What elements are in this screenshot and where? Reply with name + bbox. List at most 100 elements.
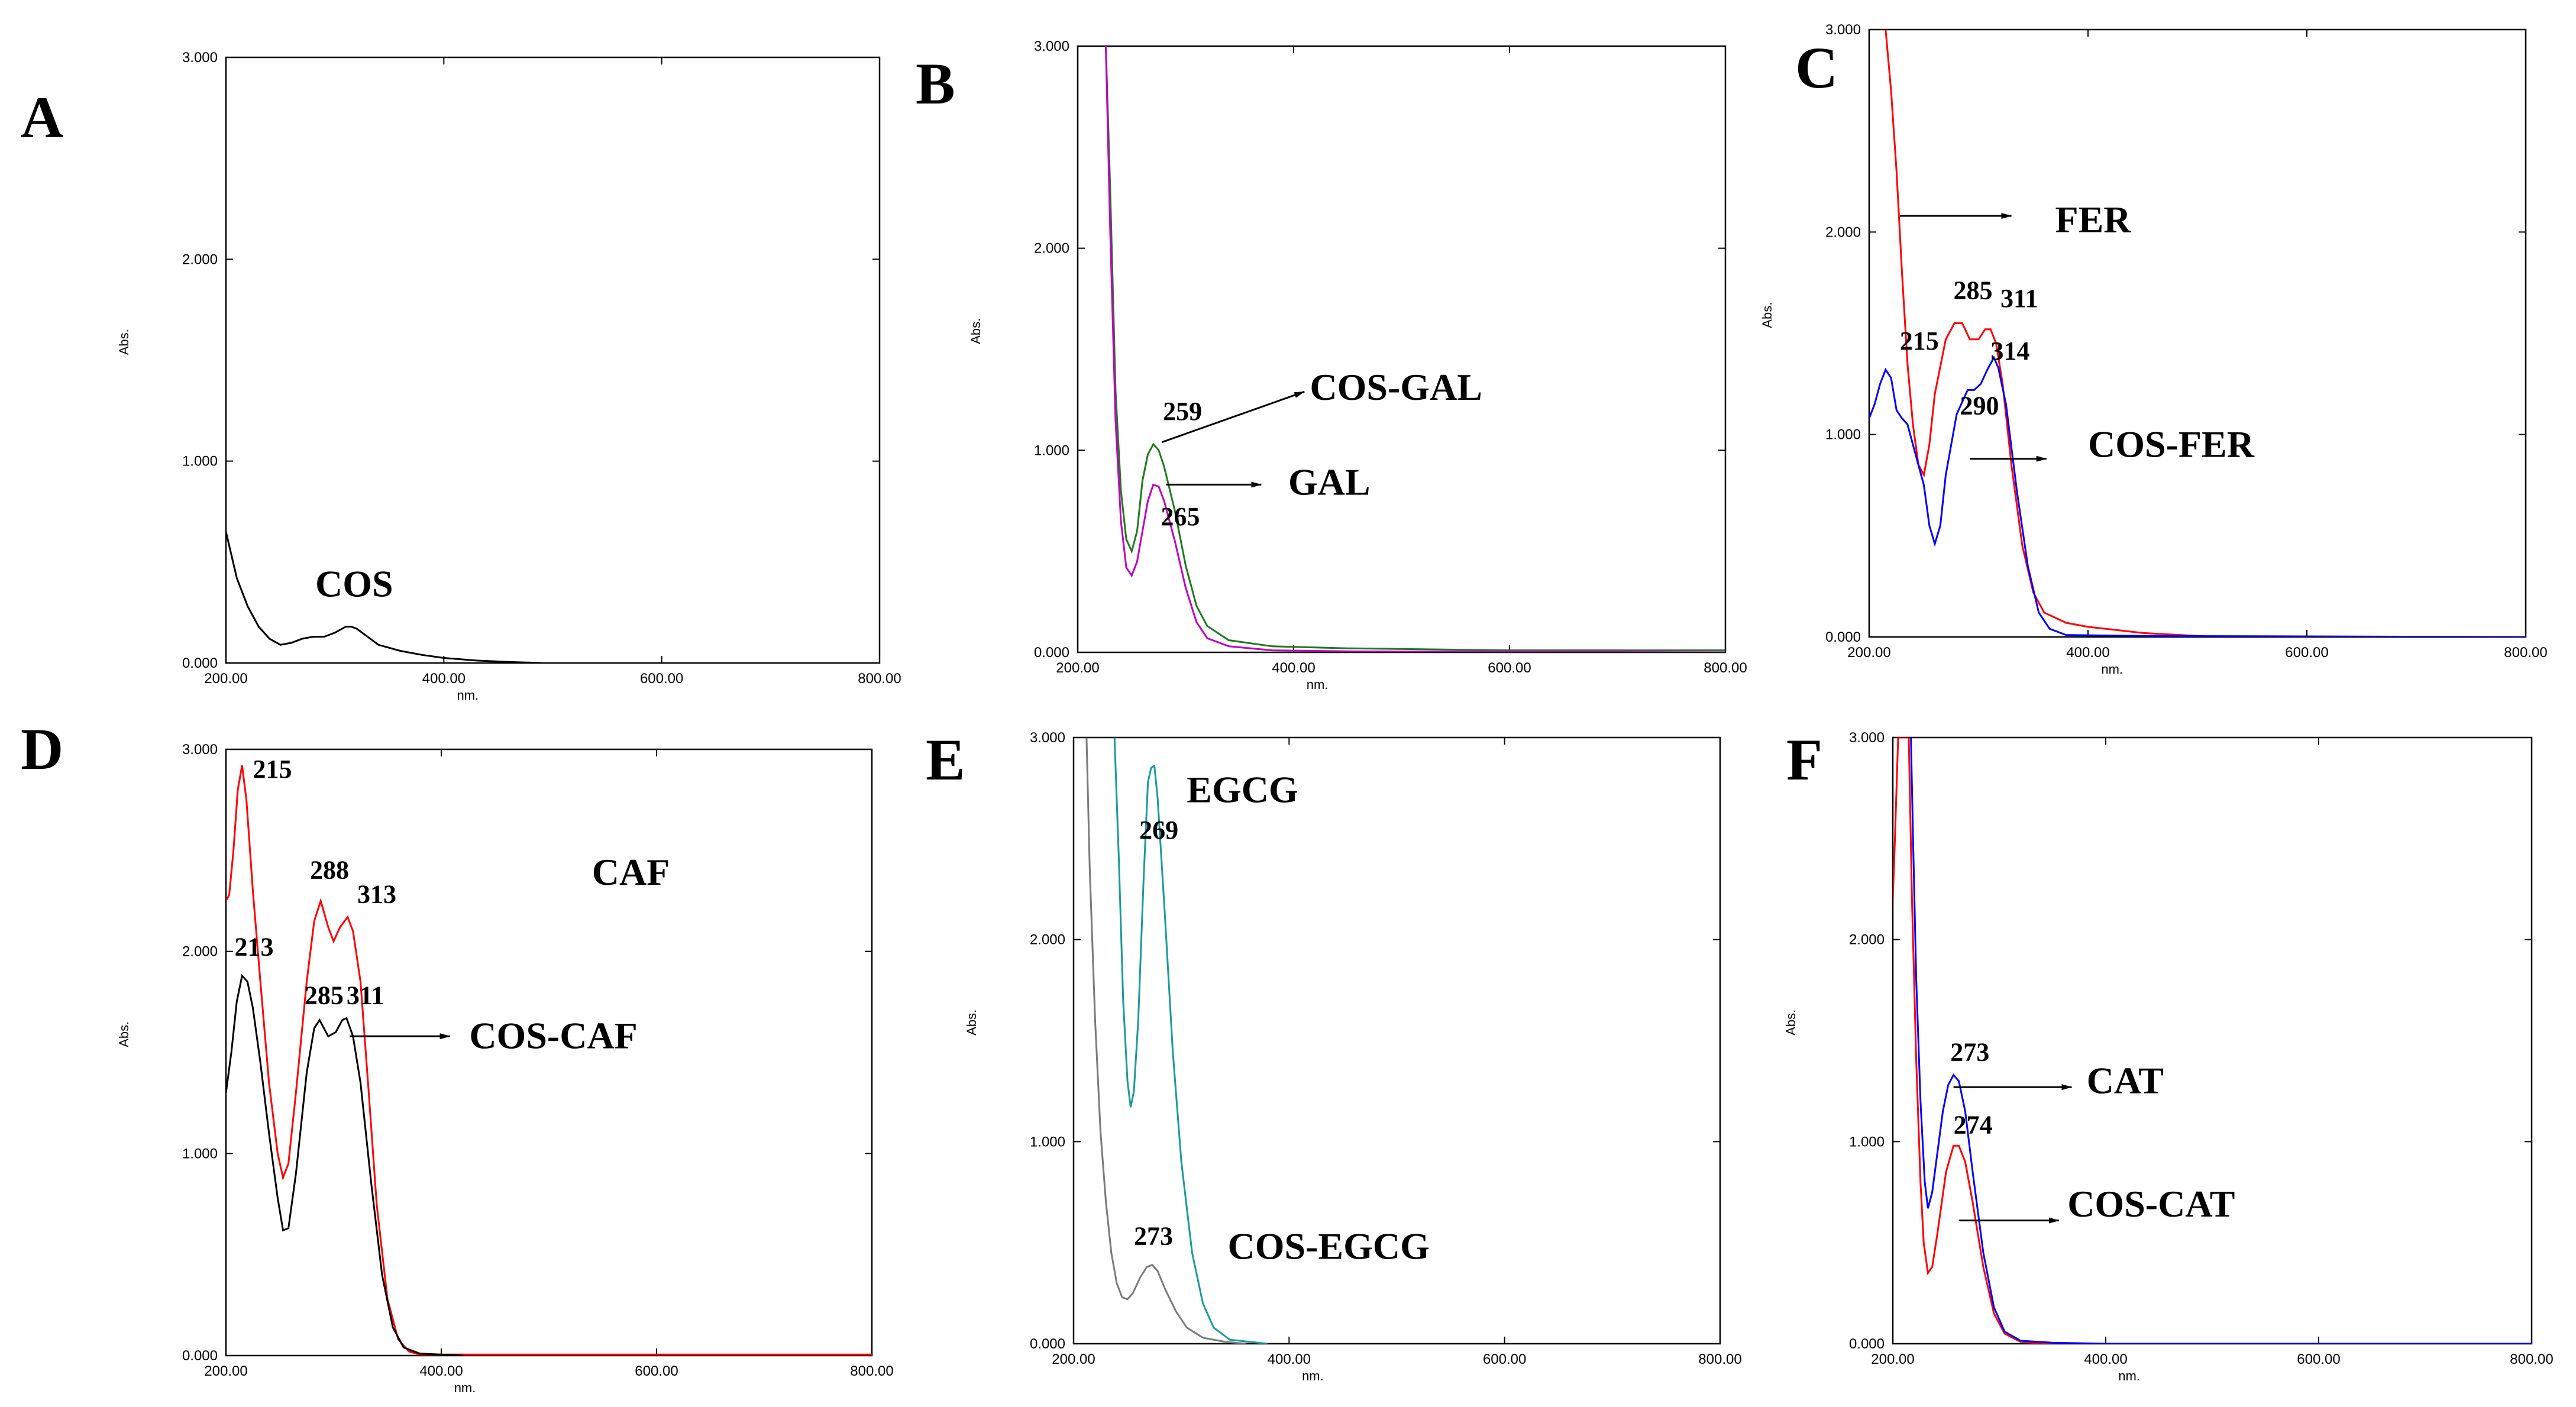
series-line-cos-caf	[226, 973, 463, 1356]
x-tick-label: 800.00	[2504, 645, 2547, 661]
annotation-label: 285	[1953, 276, 1992, 305]
annotation-label: 273	[1134, 1222, 1173, 1251]
panel-b-plot-frame	[1077, 45, 1727, 654]
annotation-label: COS-FER	[2088, 423, 2255, 465]
y-tick-label: 0.000	[1030, 1336, 1065, 1352]
y-tick-label: 2.000	[1825, 224, 1861, 240]
y-tick-label: 1.000	[1030, 1134, 1065, 1150]
annotation-label: 265	[1161, 502, 1200, 531]
y-tick-label: 2.000	[182, 251, 218, 267]
annotation-label: 311	[347, 981, 384, 1010]
y-axis-title: Abs.	[117, 1021, 131, 1047]
panel-f-chart: F 0.000 1.000 2.000 3.000 200.00 400.00 600.00…	[1783, 727, 2554, 1383]
panel-e-chart: E 0.000 1.000 2.000 3.000 200.00 400.00 600.00…	[926, 727, 1742, 1383]
panel-d-letter: D	[21, 716, 63, 782]
panel-a-plot-frame	[225, 56, 881, 664]
x-axis-title: nm.	[1302, 1369, 1324, 1383]
y-tick-label: 0.000	[1825, 629, 1861, 645]
y-tick-label: 0.000	[1034, 645, 1069, 661]
x-axis-title: nm.	[454, 1380, 476, 1395]
annotation-label: 273	[1950, 1038, 1989, 1067]
annotation-label: FER	[2055, 198, 2132, 240]
y-axis-title: Abs.	[1783, 1010, 1798, 1036]
x-axis-title: nm.	[457, 688, 479, 703]
annotation-label: 290	[1960, 391, 1999, 420]
panel-d-chart: D 0.000 1.000 2.000 3.000 200.00 400.00 600.00…	[21, 716, 894, 1395]
x-tick-label: 400.00	[1272, 660, 1315, 676]
series-line-egcg	[1113, 738, 1268, 1344]
y-tick-label: 2.000	[1034, 241, 1069, 257]
x-axis-title: nm.	[1307, 677, 1329, 692]
series-line-cos-gal	[1105, 46, 1725, 652]
annotation-label: COS	[315, 562, 393, 604]
y-tick-label: 1.000	[182, 454, 218, 470]
y-tick-label: 3.000	[182, 50, 218, 66]
series-line-caf	[226, 765, 872, 1356]
x-tick-label: 600.00	[2285, 645, 2328, 661]
series-line-cos	[226, 531, 542, 663]
annotation-label: 269	[1139, 816, 1178, 845]
x-tick-label: 800.00	[850, 1363, 893, 1379]
y-tick-label: 3.000	[1849, 730, 1885, 746]
y-tick-label: 1.000	[1825, 427, 1861, 443]
y-tick-label: 2.000	[182, 944, 218, 960]
x-tick-label: 800.00	[1698, 1351, 1741, 1367]
y-tick-label: 3.000	[1030, 730, 1065, 746]
annotation-label: COS-EGCG	[1227, 1225, 1429, 1267]
series-line-cos-cat	[1893, 738, 2532, 1344]
series-line-fer	[1885, 30, 2220, 637]
y-tick-label: 3.000	[1825, 22, 1861, 38]
annotation-label: EGCG	[1187, 768, 1298, 810]
y-axis-title: Abs.	[117, 329, 131, 355]
panel-c-chart: C 0.000 1.000 2.000 3.000 200.00 400.00 600.00…	[1760, 22, 2548, 677]
annotation-label: 313	[357, 880, 396, 909]
x-tick-label: 200.00	[1871, 1351, 1914, 1367]
panel-a-chart: A 0.000 1.000 2.000 3.000 200.00 400.00 600.00…	[21, 50, 901, 703]
y-tick-label: 3.000	[1034, 38, 1069, 54]
panel-b-letter: B	[916, 51, 955, 117]
annotation-label: 213	[235, 933, 274, 962]
series-line-gal	[1105, 46, 1725, 652]
annotation-label: 215	[253, 755, 292, 784]
y-tick-label: 2.000	[1030, 932, 1065, 948]
x-tick-label: 200.00	[1847, 645, 1890, 661]
annotation-label: 259	[1163, 397, 1202, 426]
x-tick-label: 400.00	[422, 671, 466, 687]
panel-f-letter: F	[1786, 727, 1822, 793]
annotation-label: CAT	[2087, 1059, 2164, 1101]
y-tick-label: 1.000	[182, 1146, 218, 1162]
y-axis-title: Abs.	[1760, 302, 1775, 328]
x-tick-label: 600.00	[1488, 660, 1531, 676]
panel-b-chart: B 0.000 1.000 2.000 3.000 200.00 400.00 600.00…	[916, 38, 1747, 692]
annotation-label: 285	[305, 981, 344, 1010]
annotation-arrow	[1161, 390, 1305, 444]
annotation-label: 311	[2000, 284, 2038, 313]
annotation-label: 215	[1900, 326, 1939, 355]
annotation-label: 274	[1954, 1111, 1993, 1140]
x-tick-label: 200.00	[1056, 660, 1099, 676]
panel-e-plot-frame	[1072, 736, 1721, 1345]
y-axis-title: Abs.	[968, 318, 983, 344]
x-tick-label: 800.00	[858, 671, 901, 687]
annotation-label: COS-CAF	[469, 1015, 637, 1057]
y-tick-label: 3.000	[182, 742, 218, 758]
panel-a-letter: A	[21, 85, 63, 150]
x-tick-label: 800.00	[2510, 1351, 2553, 1367]
x-tick-label: 200.00	[204, 1363, 247, 1379]
panel-e-letter: E	[926, 727, 965, 793]
series-line-cos-fer	[1869, 355, 2526, 637]
x-tick-label: 600.00	[635, 1363, 678, 1379]
series-line-cos-egcg	[1085, 738, 1246, 1344]
y-tick-label: 2.000	[1849, 932, 1885, 948]
x-tick-label: 600.00	[1483, 1351, 1526, 1367]
annotation-label: COS-GAL	[1310, 366, 1482, 408]
y-axis-title: Abs.	[964, 1010, 979, 1036]
x-tick-label: 200.00	[1052, 1351, 1095, 1367]
annotation-label: GAL	[1288, 461, 1371, 503]
x-axis-title: nm.	[2118, 1369, 2140, 1383]
x-tick-label: 600.00	[640, 671, 683, 687]
x-tick-label: 400.00	[1268, 1351, 1311, 1367]
annotation-label: 288	[310, 856, 349, 885]
y-tick-label: 0.000	[1849, 1336, 1885, 1352]
